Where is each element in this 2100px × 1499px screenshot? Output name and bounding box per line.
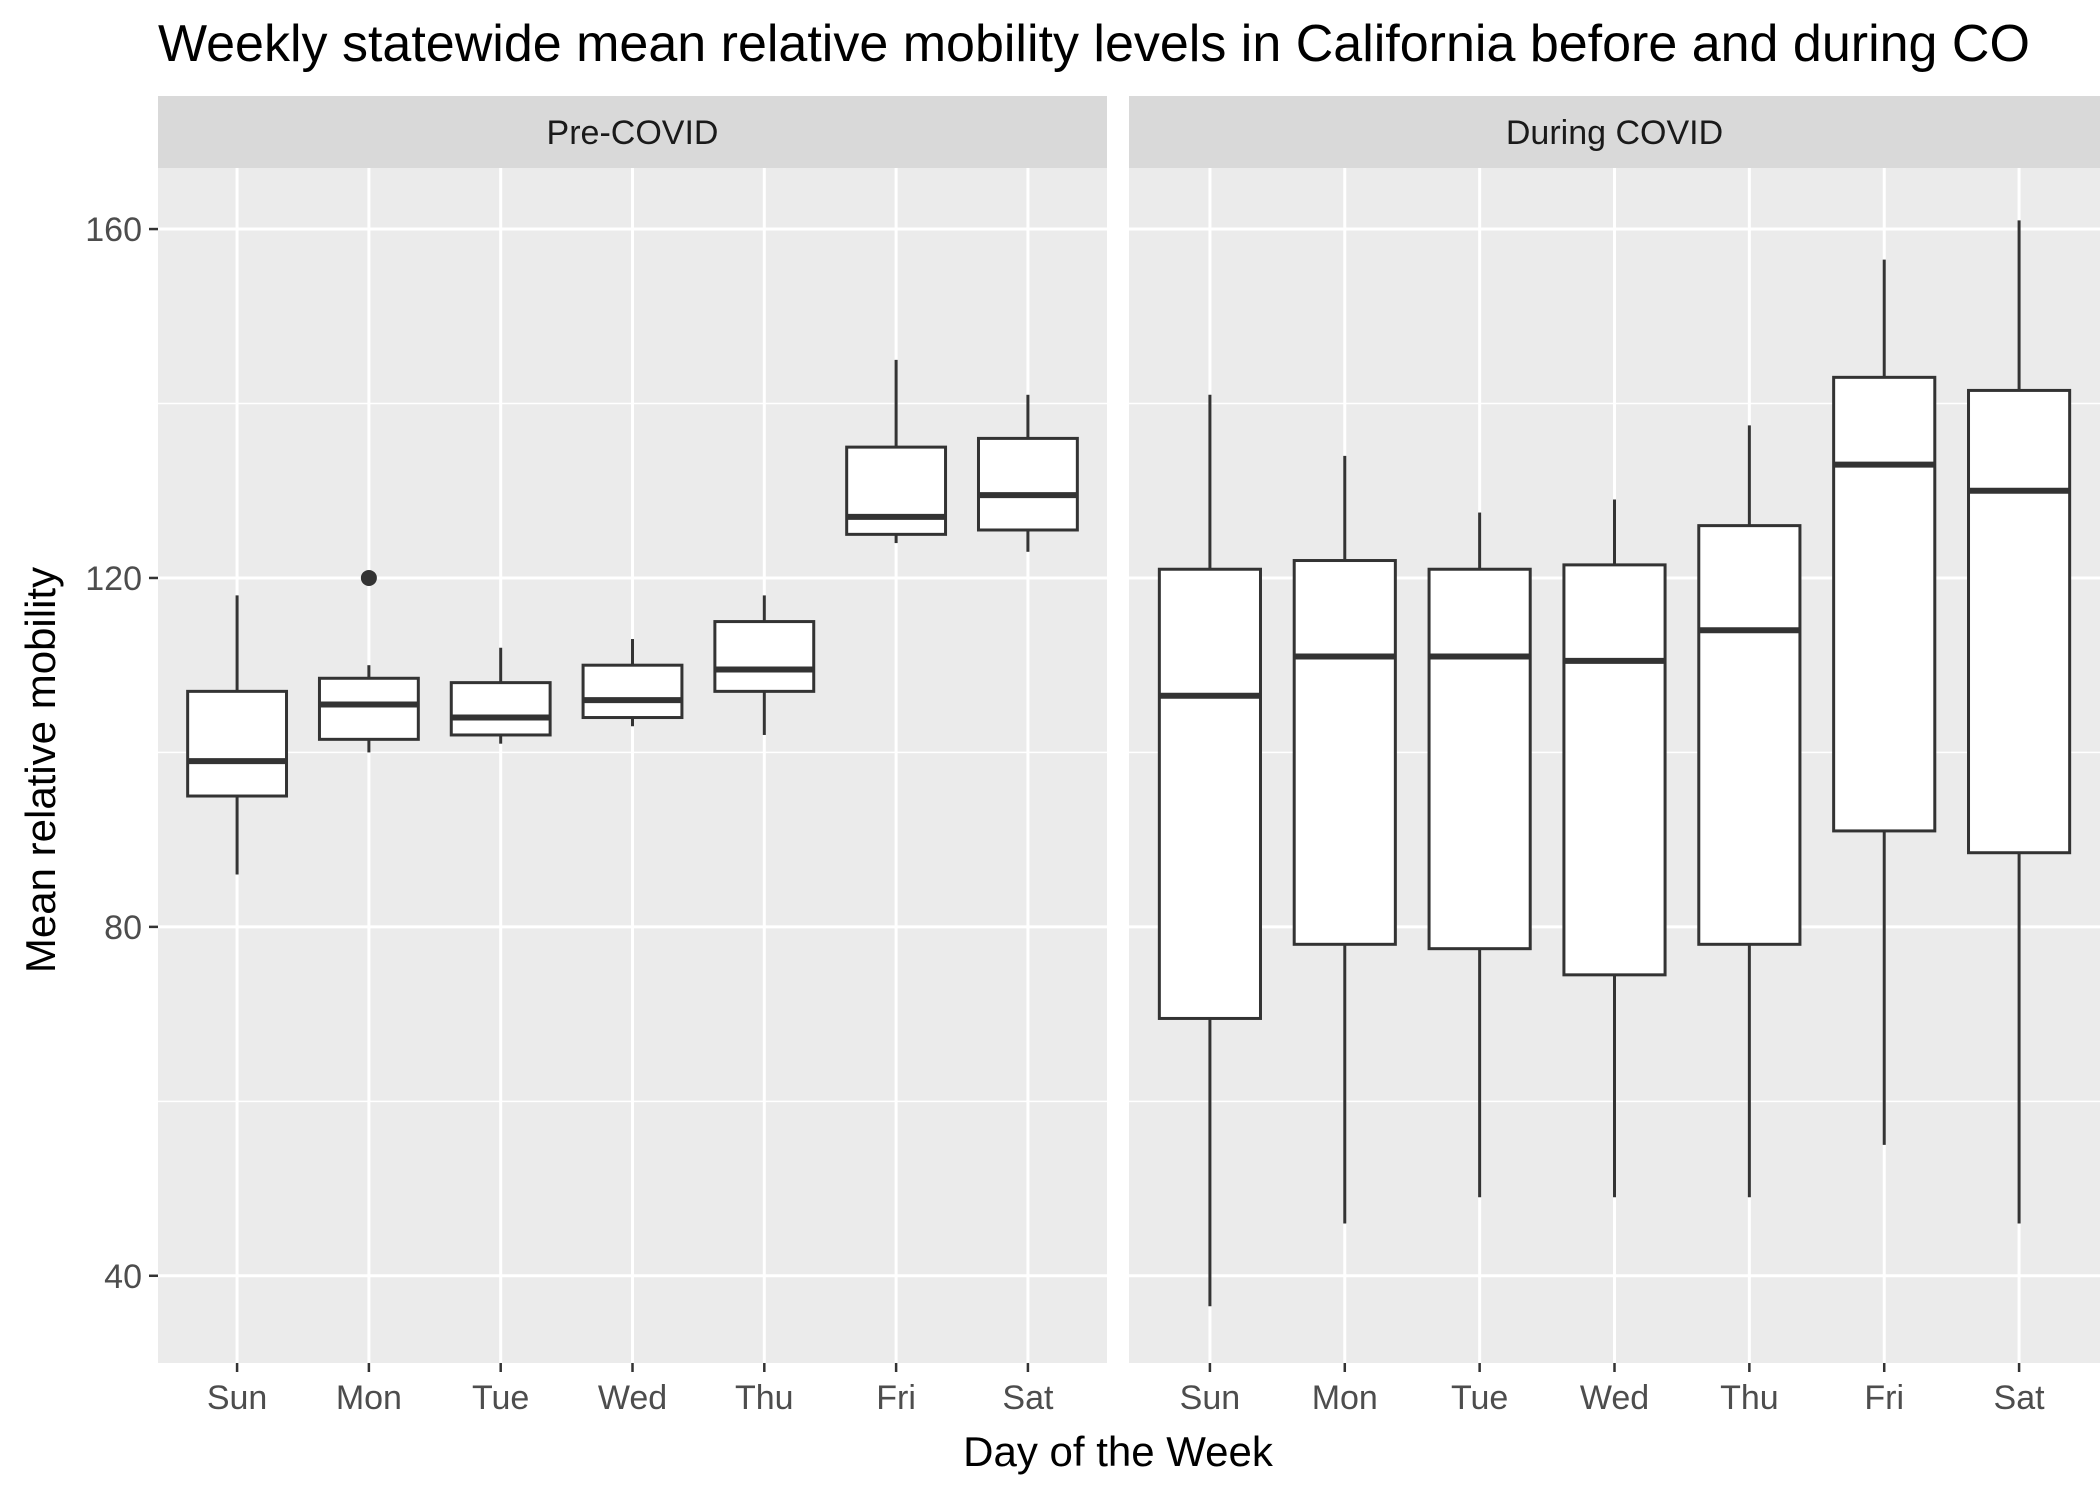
x-tick-label: Sat (1994, 1379, 2046, 1417)
box-sun (186, 595, 289, 875)
x-tick-label: Thu (1720, 1379, 1779, 1417)
box-iqr (976, 436, 1079, 532)
x-tick-label: Wed (598, 1379, 667, 1417)
box-iqr (1292, 559, 1397, 946)
box-iqr (1832, 375, 1937, 833)
box-sat (976, 394, 1079, 552)
panel-strip (1129, 96, 2100, 168)
x-tick-label: Fri (1864, 1379, 1904, 1417)
x-tick-label: Sun (207, 1379, 268, 1417)
y-tick-label: 40 (104, 1258, 142, 1296)
box-fri (845, 359, 948, 544)
chart-title: Weekly statewide mean relative mobility … (158, 15, 2030, 73)
box-thu (713, 595, 816, 735)
box-mon (317, 569, 420, 753)
y-axis: 40 80 120 160 (85, 211, 158, 1296)
y-tick-label: 120 (85, 560, 142, 598)
box-iqr (317, 676, 420, 741)
x-axis-title: Day of the Week (963, 1428, 1274, 1475)
box-iqr (845, 445, 948, 536)
panel-strip (158, 96, 1107, 168)
x-tick-label: Mon (1312, 1379, 1378, 1417)
box-tue (449, 647, 552, 744)
box-iqr (1157, 567, 1262, 1020)
box-iqr (449, 681, 552, 737)
box-fri (1832, 259, 1937, 1145)
x-tick-label: Fri (876, 1379, 916, 1417)
box-sat (1967, 220, 2072, 1224)
box-iqr (1562, 563, 1667, 977)
outlier-point (360, 569, 377, 586)
y-axis-title: Mean relative mobility (17, 567, 64, 973)
panel-0: Pre-COVID Sun Mon Tue Wed Thu Fri Sat (158, 96, 1107, 1417)
box-sun (1157, 394, 1262, 1307)
box-iqr (1967, 388, 2072, 855)
x-tick-label: Mon (336, 1379, 402, 1417)
box-iqr (713, 620, 816, 693)
box-iqr (186, 689, 289, 798)
x-tick-label: Sat (1002, 1379, 1054, 1417)
box-iqr (1427, 567, 1532, 951)
x-tick-label: Sun (1180, 1379, 1241, 1417)
box-iqr (1697, 524, 1802, 946)
box-iqr (581, 663, 684, 720)
y-tick-label: 160 (85, 211, 142, 249)
x-tick-label: Tue (1451, 1379, 1508, 1417)
x-tick-label: Wed (1580, 1379, 1649, 1417)
box-tue (1427, 512, 1532, 1198)
box-thu (1697, 425, 1802, 1198)
x-tick-label: Tue (472, 1379, 529, 1417)
panel-1: During COVID Sun Mon Tue Wed Thu Fri Sat (1129, 96, 2100, 1417)
box-mon (1292, 455, 1397, 1224)
x-tick-label: Thu (735, 1379, 794, 1417)
box-wed (581, 639, 684, 727)
panel-strip-label: During COVID (1506, 114, 1723, 152)
panel-strip-label: Pre-COVID (547, 114, 719, 152)
box-wed (1562, 499, 1667, 1198)
y-tick-label: 80 (104, 909, 142, 947)
